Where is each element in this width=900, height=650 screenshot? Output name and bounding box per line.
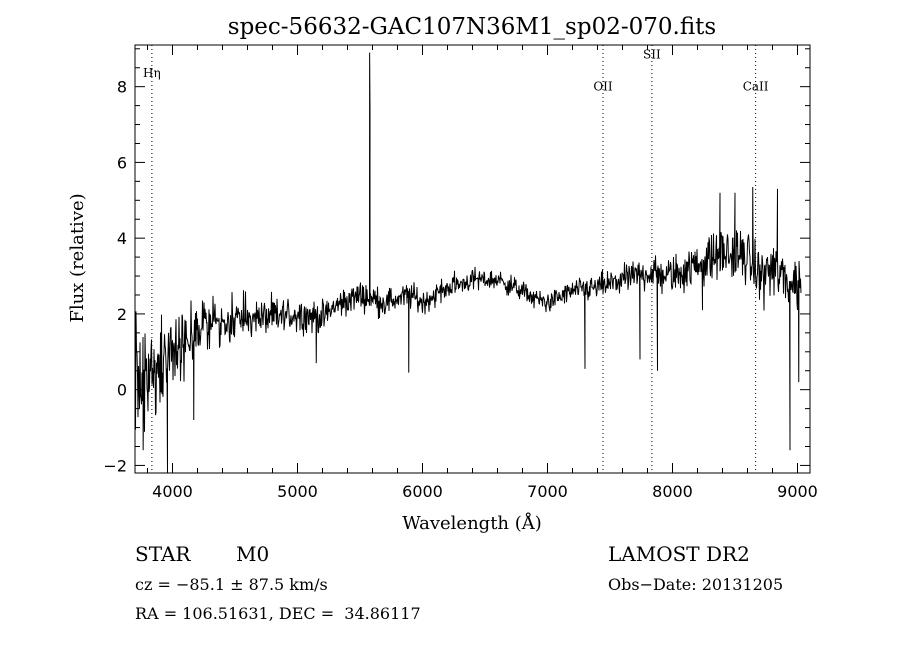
x-tick-label-2: 6000 <box>402 482 443 501</box>
x-tick-label-5: 9000 <box>777 482 818 501</box>
line-marker-label-1: OII <box>593 79 613 93</box>
line-marker-label-3: CaII <box>743 79 769 93</box>
redshift-cz: cz = −85.1 ± 87.5 km/s <box>135 575 328 594</box>
survey-name: LAMOST DR2 <box>608 542 750 566</box>
x-tick-label-3: 7000 <box>527 482 568 501</box>
obs-date: Obs−Date: 20131205 <box>608 575 783 594</box>
axes: 4000 5000 6000 7000 8000 9000 −2 0 2 4 6 8 <box>103 44 818 501</box>
y-tick-label-0: −2 <box>103 456 127 475</box>
y-tick-label-4: 6 <box>117 153 127 172</box>
y-tick-label-5: 8 <box>117 78 127 97</box>
plot-area <box>134 52 802 474</box>
x-axis-label: Wavelength (Å) <box>402 512 542 534</box>
y-tick-label-3: 4 <box>117 229 127 248</box>
line-markers: Hη OII SII CaII <box>143 45 769 473</box>
y-tick-label-1: 0 <box>117 381 127 400</box>
line-marker-label-2: SII <box>643 47 661 61</box>
object-class: STAR <box>135 542 191 566</box>
y-tick-label-2: 2 <box>117 305 127 324</box>
ra-dec-coordinates: RA = 106.51631, DEC = 34.86117 <box>135 604 421 623</box>
chart-title: spec-56632-GAC107N36M1_sp02-070.fits <box>228 14 716 40</box>
y-axis-label: Flux (relative) <box>67 193 88 322</box>
x-tick-label-0: 4000 <box>152 482 193 501</box>
line-marker-label-0: Hη <box>143 66 161 80</box>
x-tick-label-1: 5000 <box>277 482 318 501</box>
x-tick-label-4: 8000 <box>652 482 693 501</box>
object-subclass: M0 <box>236 542 269 566</box>
spectrum-line <box>134 52 802 474</box>
